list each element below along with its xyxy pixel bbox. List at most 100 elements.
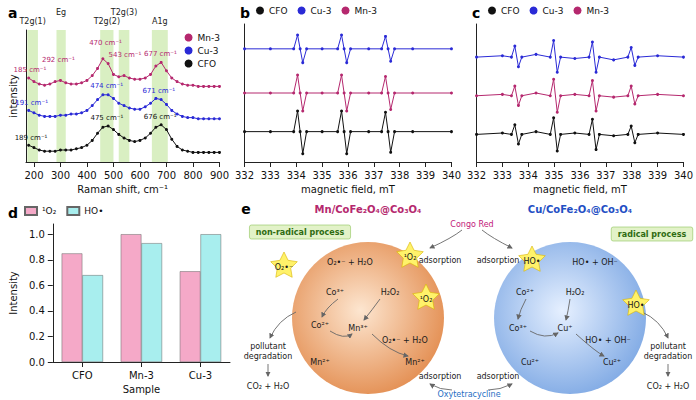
svg-text:336: 336 [570, 170, 589, 181]
svg-text:a: a [8, 5, 17, 21]
svg-text:Co³⁺: Co³⁺ [509, 324, 527, 333]
svg-text:334: 334 [287, 170, 306, 181]
svg-text:T2g(1): T2g(1) [18, 17, 45, 26]
svg-text:CFO: CFO [72, 370, 93, 381]
svg-text:intensity: intensity [8, 74, 19, 117]
svg-text:non-radical process: non-radical process [256, 228, 345, 237]
svg-text:magnetic field, mT: magnetic field, mT [533, 184, 628, 195]
svg-text:T2g(3): T2g(3) [110, 8, 137, 17]
svg-text:Co²⁺: Co²⁺ [516, 288, 534, 297]
svg-text:337: 337 [364, 170, 383, 181]
svg-text:474 cm⁻¹: 474 cm⁻¹ [90, 82, 123, 90]
svg-text:T2g(2): T2g(2) [93, 17, 120, 26]
svg-text:Mn²⁺: Mn²⁺ [405, 358, 424, 367]
svg-text:700: 700 [157, 170, 176, 181]
svg-text:337: 337 [596, 170, 615, 181]
svg-text:O₂•⁻ + H₂O: O₂•⁻ + H₂O [327, 258, 373, 267]
svg-text:Eg: Eg [56, 8, 66, 17]
svg-text:d: d [8, 205, 18, 221]
svg-text:Co²⁺: Co²⁺ [311, 321, 329, 330]
svg-text:0.0: 0.0 [29, 357, 45, 368]
svg-text:Co³⁺: Co³⁺ [326, 288, 344, 297]
svg-text:671 cm⁻¹: 671 cm⁻¹ [142, 87, 175, 95]
svg-text:332: 332 [467, 170, 486, 181]
svg-text:600: 600 [130, 170, 149, 181]
svg-text:HO•: HO• [84, 206, 103, 216]
svg-text:magnetic field, mT: magnetic field, mT [301, 184, 396, 195]
svg-text:HO•: HO• [627, 301, 644, 310]
svg-text:¹O₂: ¹O₂ [42, 206, 57, 216]
svg-text:339: 339 [416, 170, 435, 181]
svg-text:Cu-3: Cu-3 [543, 6, 564, 16]
svg-text:338: 338 [622, 170, 641, 181]
svg-text:191 cm⁻¹: 191 cm⁻¹ [15, 99, 48, 107]
svg-text:1.0: 1.0 [29, 229, 45, 240]
svg-text:Cu/CoFe₂O₄@Co₃O₄: Cu/CoFe₂O₄@Co₃O₄ [528, 204, 632, 215]
svg-text:Raman shift, cm⁻¹: Raman shift, cm⁻¹ [77, 184, 168, 195]
svg-text:Mn-3: Mn-3 [198, 33, 220, 43]
svg-text:470 cm⁻¹: 470 cm⁻¹ [89, 39, 122, 47]
svg-text:677 cm⁻¹: 677 cm⁻¹ [144, 50, 177, 58]
svg-text:CO₂ + H₂O: CO₂ + H₂O [647, 382, 689, 391]
svg-text:0.4: 0.4 [29, 305, 45, 316]
svg-text:HO• + OH⁻: HO• + OH⁻ [585, 336, 630, 345]
svg-text:Cu-3: Cu-3 [198, 46, 219, 56]
svg-text:O₂•⁻: O₂•⁻ [275, 263, 293, 272]
svg-text:339: 339 [648, 170, 667, 181]
svg-text:Sample: Sample [123, 384, 161, 395]
svg-text:300: 300 [51, 170, 70, 181]
svg-text:334: 334 [519, 170, 538, 181]
svg-text:adsorption: adsorption [477, 256, 520, 265]
svg-text:Mn-3: Mn-3 [129, 370, 154, 381]
svg-text:543 cm⁻¹: 543 cm⁻¹ [108, 51, 141, 59]
svg-text:Intensity: Intensity [8, 271, 19, 315]
svg-text:Mn-3: Mn-3 [587, 6, 609, 16]
svg-text:Cu²⁺: Cu²⁺ [521, 358, 539, 367]
svg-text:CFO: CFO [501, 6, 520, 16]
svg-text:A1g: A1g [152, 17, 168, 26]
svg-text:degradation: degradation [644, 352, 693, 361]
svg-text:333: 333 [261, 170, 280, 181]
svg-text:185 cm⁻¹: 185 cm⁻¹ [14, 66, 47, 74]
svg-text:CFO: CFO [198, 59, 217, 69]
svg-text:pollutant: pollutant [250, 342, 286, 351]
svg-text:adsorption: adsorption [477, 372, 520, 381]
svg-text:0.8: 0.8 [29, 254, 45, 265]
svg-text:0.6: 0.6 [29, 280, 45, 291]
svg-text:400: 400 [77, 170, 96, 181]
svg-text:676 cm⁻¹: 676 cm⁻¹ [144, 113, 177, 121]
svg-text:Cu-3: Cu-3 [311, 6, 332, 16]
svg-text:c: c [472, 5, 480, 21]
svg-text:H₂O₂: H₂O₂ [566, 288, 585, 297]
svg-text:475 cm⁻¹: 475 cm⁻¹ [90, 114, 123, 122]
svg-text:340: 340 [442, 170, 461, 181]
svg-text:335: 335 [313, 170, 332, 181]
svg-text:900: 900 [210, 170, 229, 181]
svg-text:333: 333 [493, 170, 512, 181]
svg-text:b: b [240, 5, 250, 21]
svg-text:336: 336 [338, 170, 357, 181]
svg-text:189 cm⁻¹: 189 cm⁻¹ [15, 134, 48, 142]
svg-text:CO₂ + H₂O: CO₂ + H₂O [247, 382, 289, 391]
svg-text:200: 200 [24, 170, 43, 181]
svg-text:340: 340 [674, 170, 693, 181]
svg-text:e: e [241, 201, 251, 217]
svg-text:HO• + OH⁻: HO• + OH⁻ [572, 258, 617, 267]
svg-text:0.2: 0.2 [29, 331, 45, 342]
svg-text:332: 332 [235, 170, 254, 181]
svg-text:adsorption: adsorption [419, 256, 462, 265]
svg-text:HO•: HO• [523, 257, 540, 266]
svg-text:Mn³⁺: Mn³⁺ [348, 324, 367, 333]
svg-text:338: 338 [390, 170, 409, 181]
svg-text:Mn²⁺: Mn²⁺ [310, 358, 329, 367]
svg-text:Mn-3: Mn-3 [355, 6, 377, 16]
svg-text:pollutant: pollutant [650, 342, 686, 351]
svg-text:¹O₂: ¹O₂ [404, 253, 417, 262]
svg-text:292 cm⁻¹: 292 cm⁻¹ [42, 56, 75, 64]
svg-text:Mn/CoFe₂O₄@Co₃O₄: Mn/CoFe₂O₄@Co₃O₄ [315, 204, 422, 215]
svg-text:335: 335 [545, 170, 564, 181]
svg-text:¹O₂: ¹O₂ [420, 295, 433, 304]
svg-text:800: 800 [183, 170, 202, 181]
svg-text:degradation: degradation [244, 352, 293, 361]
svg-text:Cu²⁺: Cu²⁺ [603, 358, 621, 367]
